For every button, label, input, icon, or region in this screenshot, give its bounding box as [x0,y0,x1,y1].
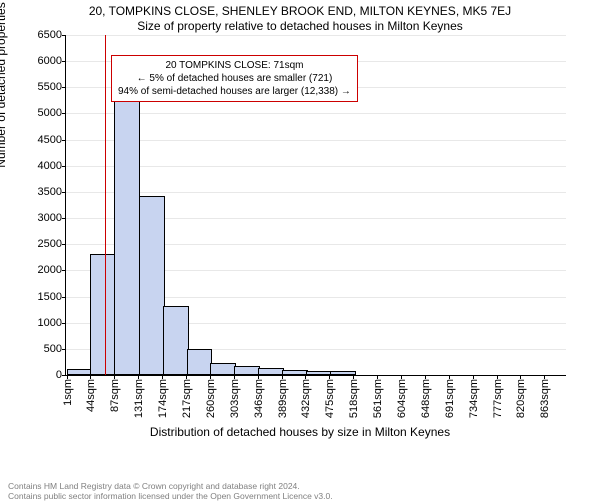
gridline [66,35,566,36]
x-axis-label: Distribution of detached houses by size … [10,425,590,439]
xtick-label: 174sqm [155,379,169,418]
histogram-bar [139,196,165,375]
footer-attribution: Contains HM Land Registry data © Crown c… [8,481,333,501]
ytick-label: 1500 [38,291,66,303]
ytick-label: 6500 [38,29,66,41]
xtick-label: 260sqm [203,379,217,418]
gridline [66,113,566,114]
xtick-label: 475sqm [322,379,336,418]
annotation-line-1: 20 TOMPKINS CLOSE: 71sqm [118,59,351,72]
ytick-label: 2500 [38,238,66,250]
xtick-label: 777sqm [490,379,504,418]
ytick-label: 500 [44,343,66,355]
footer-line-2: Contains public sector information licen… [8,491,333,501]
xtick-label: 518sqm [346,379,360,418]
xtick-label: 734sqm [466,379,480,418]
gridline [66,140,566,141]
plot-area: 20 TOMPKINS CLOSE: 71sqm ← 5% of detache… [65,35,566,376]
y-axis-label: Number of detached properties [0,0,8,235]
gridline [66,192,566,193]
xtick-label: 1sqm [60,379,74,406]
histogram-bar [114,87,140,375]
histogram-bar [282,370,308,375]
histogram-bar [258,368,284,375]
histogram-bar [187,349,213,375]
histogram-bar [163,306,189,375]
histogram-bar [210,363,236,375]
xtick-label: 648sqm [418,379,432,418]
ytick-label: 5000 [38,107,66,119]
xtick-label: 44sqm [83,379,97,412]
footer-line-1: Contains HM Land Registry data © Crown c… [8,481,333,491]
ytick-label: 4500 [38,134,66,146]
xtick-label: 217sqm [179,379,193,418]
ytick-label: 4000 [38,160,66,172]
gridline [66,166,566,167]
histogram-bar [234,366,260,375]
ytick-label: 3500 [38,186,66,198]
xtick-label: 561sqm [370,379,384,418]
annotation-line-2: ← 5% of detached houses are smaller (721… [118,72,351,85]
marker-line [105,35,106,375]
ytick-label: 3000 [38,212,66,224]
histogram-bar [90,254,116,375]
ytick-label: 6000 [38,55,66,67]
ytick-label: 1000 [38,317,66,329]
annotation-line-3: 94% of semi-detached houses are larger (… [118,85,351,98]
ytick-label: 2000 [38,264,66,276]
xtick-label: 131sqm [131,379,145,418]
histogram-bar [330,371,356,375]
chart-area: Number of detached properties 20 TOMPKIN… [10,35,590,435]
xtick-label: 389sqm [275,379,289,418]
ytick-label: 5500 [38,81,66,93]
xtick-label: 87sqm [107,379,121,412]
annotation-box: 20 TOMPKINS CLOSE: 71sqm ← 5% of detache… [111,55,358,102]
xtick-label: 346sqm [251,379,265,418]
histogram-bar [306,371,332,375]
xtick-label: 432sqm [298,379,312,418]
xtick-label: 863sqm [537,379,551,418]
xtick-label: 691sqm [442,379,456,418]
title-main: 20, TOMPKINS CLOSE, SHENLEY BROOK END, M… [0,4,600,18]
xtick-label: 604sqm [394,379,408,418]
chart-container: 20, TOMPKINS CLOSE, SHENLEY BROOK END, M… [0,4,600,504]
xtick-label: 820sqm [513,379,527,418]
histogram-bar [67,369,93,375]
xtick-label: 303sqm [227,379,241,418]
title-sub: Size of property relative to detached ho… [0,19,600,33]
